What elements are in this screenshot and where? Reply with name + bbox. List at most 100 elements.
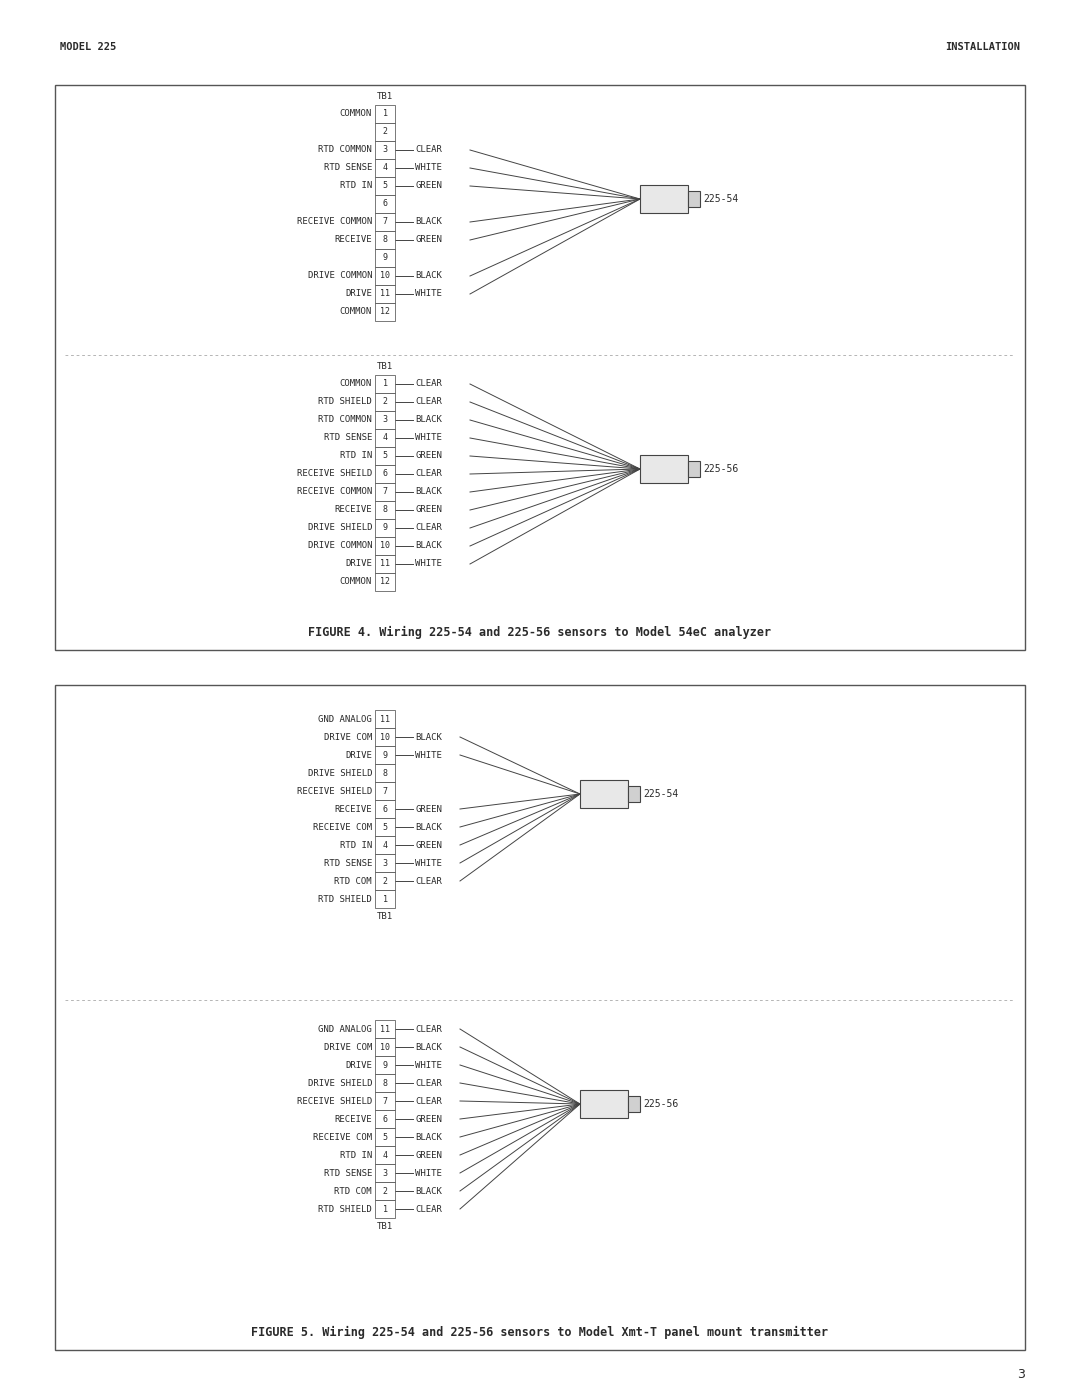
Text: BLACK: BLACK	[415, 1186, 442, 1196]
Bar	[375, 710, 395, 728]
Bar	[375, 872, 395, 890]
Text: 11: 11	[380, 714, 390, 724]
Bar	[375, 1092, 395, 1111]
Text: RTD SHIELD: RTD SHIELD	[319, 894, 372, 904]
Text: 1: 1	[382, 109, 388, 119]
Text: WHITE: WHITE	[415, 163, 442, 172]
Text: RECEIVE: RECEIVE	[335, 236, 372, 244]
Text: 4: 4	[382, 1151, 388, 1160]
Bar	[375, 1038, 395, 1056]
Bar	[375, 520, 395, 536]
Text: RECEIVE COM: RECEIVE COM	[313, 823, 372, 831]
Text: 11: 11	[380, 560, 390, 569]
Bar	[627, 787, 640, 802]
Text: RTD SENSE: RTD SENSE	[324, 1168, 372, 1178]
Bar	[55, 85, 1025, 650]
Text: TB1: TB1	[377, 912, 393, 921]
Bar	[375, 800, 395, 819]
Text: 7: 7	[382, 488, 388, 496]
Text: 6: 6	[382, 469, 388, 479]
Text: FIGURE 5. Wiring 225-54 and 225-56 sensors to Model Xmt-T panel mount transmitte: FIGURE 5. Wiring 225-54 and 225-56 senso…	[252, 1326, 828, 1338]
Bar	[688, 461, 700, 476]
Bar	[375, 819, 395, 835]
Text: WHITE: WHITE	[415, 433, 442, 443]
Text: WHITE: WHITE	[415, 1168, 442, 1178]
Text: BLACK: BLACK	[415, 732, 442, 742]
Text: 3: 3	[382, 145, 388, 155]
Text: 225-54: 225-54	[703, 194, 739, 204]
Bar	[375, 502, 395, 520]
Bar	[375, 285, 395, 303]
Bar	[375, 782, 395, 800]
Text: BLACK: BLACK	[415, 488, 442, 496]
Text: DRIVE SHIELD: DRIVE SHIELD	[308, 768, 372, 778]
Text: RTD SHIELD: RTD SHIELD	[319, 398, 372, 407]
Text: COMMON: COMMON	[340, 307, 372, 317]
Text: FIGURE 4. Wiring 225-54 and 225-56 sensors to Model 54eC analyzer: FIGURE 4. Wiring 225-54 and 225-56 senso…	[309, 626, 771, 638]
Text: 225-56: 225-56	[643, 1099, 678, 1109]
Text: RTD COM: RTD COM	[335, 876, 372, 886]
Bar	[375, 249, 395, 267]
Text: 1: 1	[382, 380, 388, 388]
Bar	[375, 177, 395, 196]
Bar	[375, 231, 395, 249]
Text: 7: 7	[382, 787, 388, 795]
Bar	[375, 1056, 395, 1074]
Text: DRIVE SHIELD: DRIVE SHIELD	[308, 524, 372, 532]
Bar	[375, 764, 395, 782]
Text: 3: 3	[382, 1168, 388, 1178]
Text: RTD IN: RTD IN	[340, 841, 372, 849]
Text: RECEIVE SHIELD: RECEIVE SHIELD	[297, 1097, 372, 1105]
Text: BLACK: BLACK	[415, 415, 442, 425]
Bar	[375, 1074, 395, 1092]
Bar	[580, 780, 627, 807]
Text: CLEAR: CLEAR	[415, 524, 442, 532]
Text: 2: 2	[382, 127, 388, 137]
Text: WHITE: WHITE	[415, 289, 442, 299]
Text: BLACK: BLACK	[415, 542, 442, 550]
Text: 1: 1	[382, 1204, 388, 1214]
Text: 9: 9	[382, 524, 388, 532]
Text: 5: 5	[382, 451, 388, 461]
Bar	[375, 429, 395, 447]
Text: BLACK: BLACK	[415, 1133, 442, 1141]
Text: WHITE: WHITE	[415, 750, 442, 760]
Text: GREEN: GREEN	[415, 506, 442, 514]
Text: 6: 6	[382, 805, 388, 813]
Bar	[640, 455, 688, 483]
Text: RECEIVE COMMON: RECEIVE COMMON	[297, 488, 372, 496]
Text: DRIVE COM: DRIVE COM	[324, 732, 372, 742]
Text: 2: 2	[382, 398, 388, 407]
Text: 11: 11	[380, 1024, 390, 1034]
Bar	[375, 555, 395, 573]
Text: GND ANALOG: GND ANALOG	[319, 1024, 372, 1034]
Text: 3: 3	[382, 859, 388, 868]
Text: WHITE: WHITE	[415, 859, 442, 868]
Text: 10: 10	[380, 271, 390, 281]
Text: RTD SENSE: RTD SENSE	[324, 163, 372, 172]
Text: RTD COMMON: RTD COMMON	[319, 145, 372, 155]
Text: CLEAR: CLEAR	[415, 1204, 442, 1214]
Text: GREEN: GREEN	[415, 1151, 442, 1160]
Text: GREEN: GREEN	[415, 805, 442, 813]
Bar	[375, 411, 395, 429]
Bar	[375, 212, 395, 231]
Text: GREEN: GREEN	[415, 841, 442, 849]
Text: 10: 10	[380, 732, 390, 742]
Text: 11: 11	[380, 289, 390, 299]
Text: CLEAR: CLEAR	[415, 398, 442, 407]
Text: RECEIVE: RECEIVE	[335, 1115, 372, 1123]
Text: RTD IN: RTD IN	[340, 182, 372, 190]
Text: GREEN: GREEN	[415, 236, 442, 244]
Text: 8: 8	[382, 506, 388, 514]
Text: TB1: TB1	[377, 1222, 393, 1231]
Text: INSTALLATION: INSTALLATION	[945, 42, 1020, 52]
Bar	[688, 191, 700, 207]
Text: COMMON: COMMON	[340, 109, 372, 119]
Text: 8: 8	[382, 1078, 388, 1087]
Text: DRIVE COMMON: DRIVE COMMON	[308, 271, 372, 281]
Text: BLACK: BLACK	[415, 271, 442, 281]
Text: RTD COMMON: RTD COMMON	[319, 415, 372, 425]
Text: RECEIVE SHEILD: RECEIVE SHEILD	[297, 469, 372, 479]
Text: 12: 12	[380, 577, 390, 587]
